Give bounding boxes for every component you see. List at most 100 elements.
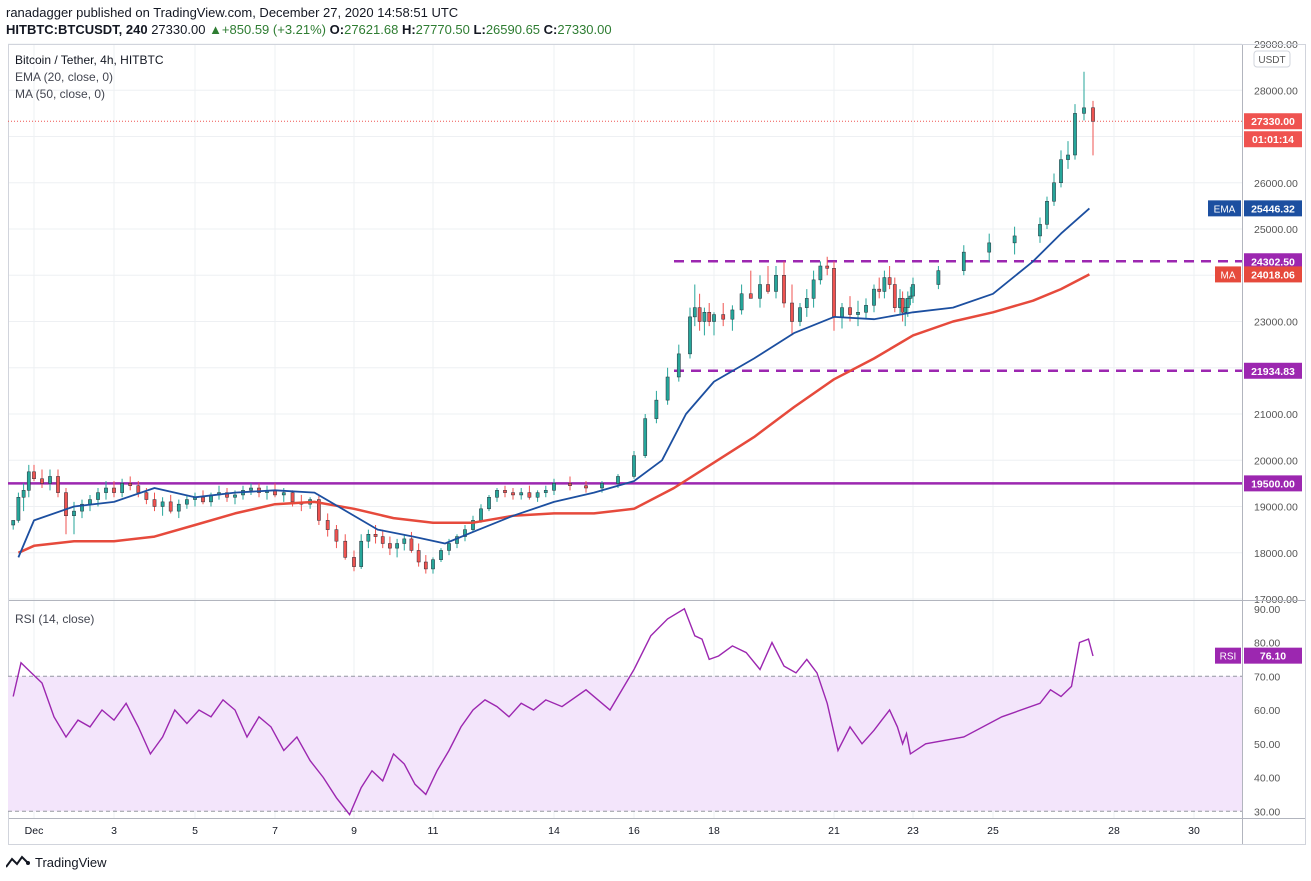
candle-body [290, 492, 295, 503]
candle-body [908, 295, 913, 299]
ema-value-label: 25446.32 [1251, 203, 1295, 215]
candle-body [825, 265, 830, 269]
candle-body [911, 284, 915, 297]
candle-body [185, 499, 189, 505]
candle-body [487, 497, 491, 510]
ma-name-tag [1215, 266, 1241, 283]
candle-body [317, 499, 321, 521]
candle-body [840, 307, 844, 318]
candle-body [665, 376, 670, 401]
symbol-label: HITBTC:BTCUSDT, 240 [6, 22, 148, 37]
candle-body [748, 293, 753, 299]
rsi-y-tick-label: 80.00 [1254, 638, 1280, 650]
low-value: 26590.65 [485, 22, 541, 37]
candle-body [877, 288, 882, 292]
candle-body [16, 497, 21, 521]
rsi-y-tick-label: 60.00 [1254, 705, 1280, 717]
candle-body [471, 520, 475, 530]
candle-body [112, 487, 116, 493]
candle-body [447, 543, 451, 551]
close-label: C: [543, 22, 558, 37]
candle-body [1073, 113, 1077, 156]
price-change: ▲+850.59 (+3.21%) [209, 22, 327, 37]
candle-body [416, 550, 421, 563]
candle-body [366, 534, 371, 542]
candle-body [503, 490, 507, 493]
candle-body [804, 298, 809, 308]
candle-body [584, 485, 588, 489]
candle-body [936, 270, 941, 285]
candle-body [900, 298, 905, 313]
x-tick-label: 25 [987, 825, 999, 837]
publish-info: ranadagger published on TradingView.com,… [6, 5, 459, 20]
candle-body [233, 494, 237, 498]
open-value: 27621.68 [344, 22, 399, 37]
x-tick-label: 23 [907, 825, 919, 837]
level-price-tag [1244, 253, 1302, 270]
y-tick-label: 26000.00 [1254, 178, 1298, 190]
chart-frame [8, 44, 1306, 845]
level-price-tag [1244, 362, 1302, 379]
candle-body [961, 251, 966, 271]
candle-body [811, 279, 816, 299]
candle-body [495, 490, 499, 498]
candle-body [519, 492, 524, 496]
candle-body [688, 316, 692, 355]
candle-body [352, 557, 356, 567]
candle-body [543, 490, 548, 493]
candle-body [176, 503, 181, 512]
candle-body [903, 307, 908, 313]
candle-body [373, 534, 378, 537]
ema-name-tag [1208, 200, 1241, 217]
candle-body [88, 499, 92, 505]
candle-body [439, 550, 443, 560]
candle-body [11, 520, 16, 526]
ema-value-tag [1244, 200, 1302, 217]
candle-body [739, 293, 744, 311]
candle-body [225, 492, 229, 498]
x-tick-label: 14 [548, 825, 560, 837]
last-price: 27330.00 [151, 22, 206, 37]
candle-body [798, 307, 802, 322]
candle-body [987, 242, 992, 253]
rsi-y-tick-label: 50.00 [1254, 739, 1280, 751]
candle-body [848, 307, 852, 315]
candle-body [730, 309, 735, 320]
candle-body [120, 483, 124, 493]
candle-body [128, 483, 133, 486]
symbol-ohlc-bar: HITBTC:BTCUSDT, 240 27330.00 ▲+850.59 (+… [6, 22, 612, 37]
level-price-label: 21934.83 [1251, 366, 1295, 378]
x-tick-label: 30 [1188, 825, 1200, 837]
candle-body [380, 536, 385, 544]
candle-body [402, 538, 407, 544]
candle-body [1012, 235, 1017, 244]
candle-body [697, 307, 702, 322]
countdown-label: 01:01:14 [1252, 134, 1294, 146]
candle-body [431, 559, 435, 570]
high-value: 27770.50 [415, 22, 470, 37]
level-price-label: 19500.00 [1251, 478, 1295, 490]
y-tick-label: 20000.00 [1254, 455, 1298, 467]
rsi-legend: RSI (14, close) [15, 612, 95, 626]
candle-body [201, 497, 205, 503]
candle-body [702, 312, 707, 322]
y-tick-label: 21000.00 [1254, 409, 1298, 421]
candle-body [96, 492, 100, 500]
candle-body [281, 492, 286, 496]
candle-body [21, 490, 26, 498]
candle-body [774, 275, 778, 292]
countdown-tag [1244, 131, 1302, 148]
candle-body [26, 471, 31, 491]
level-price-tag [1244, 475, 1302, 492]
x-tick-label: 3 [111, 825, 117, 837]
tradingview-brand[interactable]: TradingView [6, 853, 107, 871]
candle-body [782, 275, 786, 304]
candle-body [395, 543, 399, 549]
candle-body [32, 471, 36, 479]
high-label: H: [401, 22, 416, 37]
candle-body [463, 529, 467, 537]
candle-body [152, 499, 157, 507]
close-value: 27330.00 [557, 22, 612, 37]
candle-body [818, 265, 823, 281]
